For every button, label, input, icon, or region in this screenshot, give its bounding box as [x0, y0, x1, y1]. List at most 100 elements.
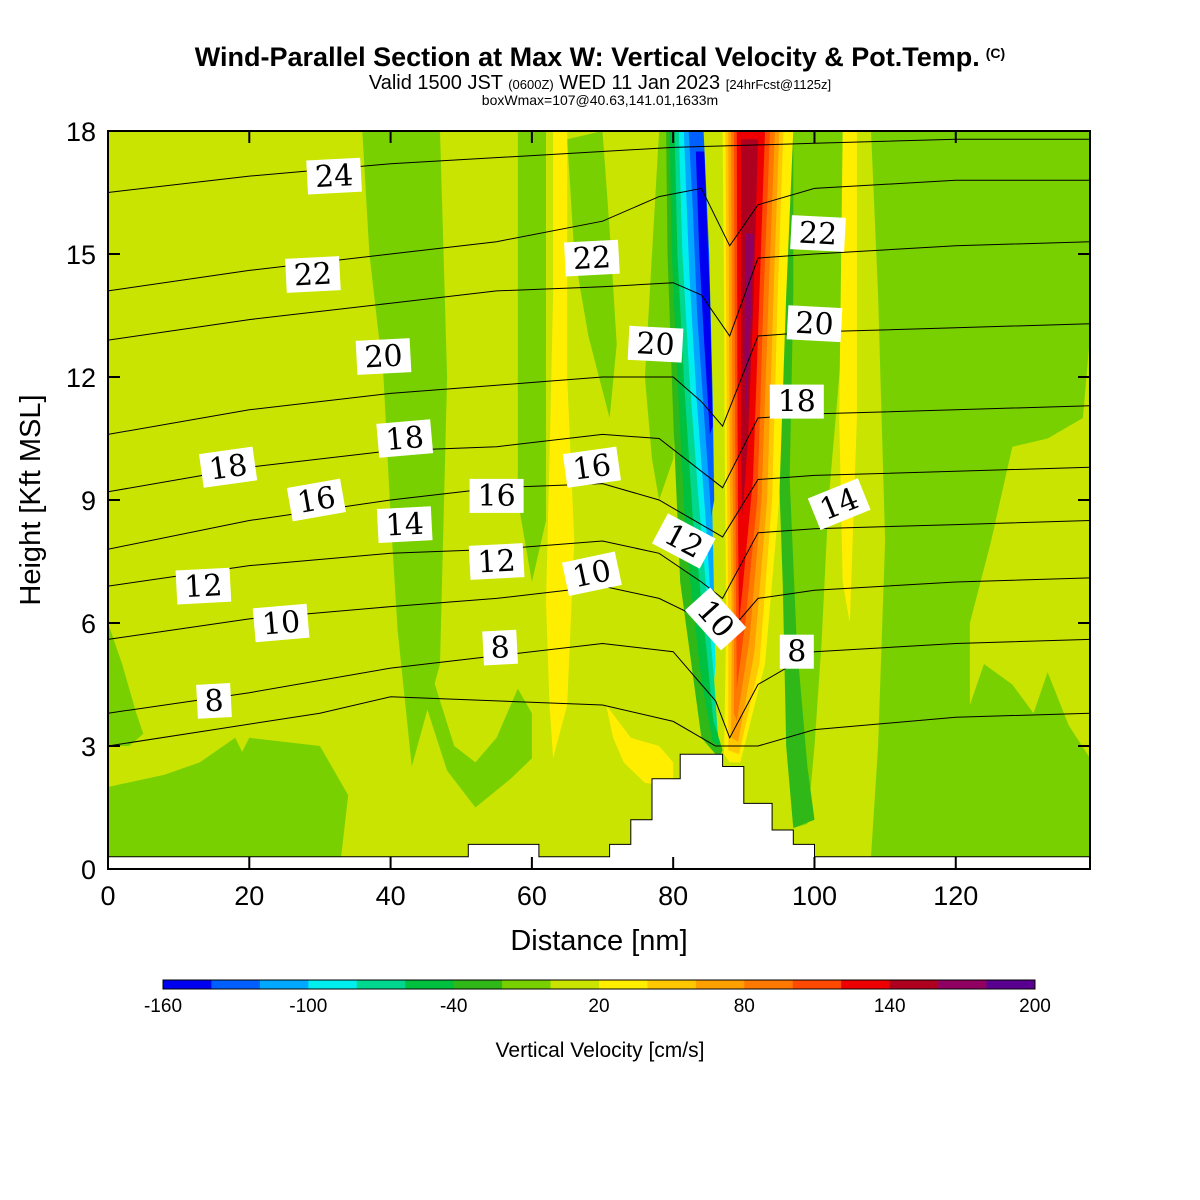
contour-label-6: 20	[786, 305, 843, 343]
contour-label-text: 10	[261, 604, 302, 642]
contour-label-box	[651, 513, 716, 569]
colorbar-swatch-6	[453, 980, 503, 989]
theta-contour-6	[108, 520, 1090, 600]
x-tick-label: 0	[100, 881, 115, 911]
contour-label-box	[684, 587, 747, 651]
contour-label-text: 12	[183, 568, 223, 605]
velocity-region-20	[688, 131, 715, 517]
colorbar-tick-label-6: 200	[1019, 996, 1051, 1017]
contour-label-text: 18	[778, 385, 816, 420]
contour-label-box	[355, 338, 412, 375]
colorbar-swatch-5	[405, 980, 455, 989]
contour-label-box	[198, 446, 258, 488]
x-axis-title: Distance [nm]	[510, 925, 687, 957]
colorbar-swatch-16	[938, 980, 988, 989]
colorbar-tick-label-4: 80	[734, 996, 755, 1017]
contour-label-text: 12	[477, 544, 517, 581]
y-axis-title: Height [Kft MSL]	[15, 394, 47, 605]
contour-label-text: 18	[207, 448, 250, 488]
contour-label-box	[376, 506, 433, 543]
colorbar-swatch-9	[599, 980, 648, 989]
contour-label-10: 16	[286, 478, 346, 522]
colorbar-swatch-10	[647, 980, 697, 989]
contour-label-23: 8	[779, 634, 814, 670]
chart-title-text: Wind-Parallel Section at Max W: Vertical…	[194, 42, 980, 72]
contour-label-15: 12	[175, 567, 232, 605]
contour-label-text: 16	[478, 479, 516, 514]
contour-label-8: 18	[376, 419, 434, 458]
theta-contour-0	[108, 138, 1090, 193]
colorbar-swatch-2	[259, 980, 309, 989]
colorbar-swatch-0	[163, 980, 212, 989]
velocity-region-5	[517, 131, 546, 582]
contour-label-1: 22	[285, 256, 341, 294]
contour-label-3: 22	[790, 215, 846, 252]
theta-contour-9	[108, 696, 1090, 747]
contour-label-21: 8	[196, 683, 232, 719]
y-tick-label: 15	[66, 240, 96, 270]
contour-label-box	[627, 325, 684, 363]
contour-label-box	[175, 567, 232, 605]
contour-label-box	[564, 239, 620, 277]
contour-label-text: 22	[572, 240, 612, 277]
contour-label-text: 10	[570, 553, 615, 595]
y-tick-label: 18	[66, 117, 96, 147]
contour-label-box	[807, 478, 871, 530]
contour-label-box	[469, 478, 524, 513]
colorbar-swatch-12	[744, 980, 794, 989]
y-tick-label: 3	[81, 732, 96, 762]
velocity-region-29	[744, 233, 754, 418]
chart-title: Wind-Parallel Section at Max W: Vertical…	[0, 42, 1200, 73]
forecast-tag: [24hrFcst@1125z]	[725, 77, 832, 92]
copyright-mark: (C)	[985, 45, 1006, 61]
colorbar-tick-label-3: 20	[588, 996, 609, 1017]
colorbar-tick-label-0: -160	[144, 996, 182, 1017]
colorbar-tick-label-2: -40	[440, 996, 467, 1017]
contour-label-box	[779, 634, 814, 669]
theta-contour-8	[108, 638, 1090, 740]
colorbar-swatch-11	[695, 980, 745, 989]
contour-label-box	[769, 384, 824, 419]
velocity-region-2	[214, 737, 349, 857]
contour-label-box	[562, 446, 622, 488]
contour-label-text: 20	[635, 326, 675, 363]
contour-label-0: 24	[306, 157, 362, 195]
contour-label-19: 10	[561, 551, 622, 597]
contour-label-4: 20	[355, 338, 412, 375]
contour-label-13: 14	[376, 506, 433, 544]
x-tick-label: 100	[792, 881, 837, 911]
theta-contour-4	[108, 405, 1090, 493]
contour-label-box	[376, 419, 434, 458]
contour-label-box	[252, 603, 310, 643]
colorbar-outline	[162, 979, 1036, 990]
theta-contour-7	[108, 577, 1090, 641]
contour-label-box	[286, 478, 346, 522]
velocity-region-13	[606, 705, 674, 787]
terrain-profile	[108, 753, 1090, 869]
x-tick-label: 40	[376, 881, 406, 911]
x-tick-label: 60	[517, 881, 547, 911]
contour-label-text: 16	[295, 480, 339, 521]
y-tick-label: 0	[81, 855, 96, 885]
contour-label-7: 18	[198, 446, 258, 488]
colorbar-title: Vertical Velocity [cm/s]	[496, 1039, 705, 1062]
colorbar-swatch-4	[356, 980, 406, 989]
velocity-region-1	[108, 623, 144, 746]
colorbar-swatch-8	[550, 980, 600, 989]
velocity-region-12	[546, 131, 575, 759]
colorbar-swatch-17	[986, 980, 1036, 989]
contour-label-text: 22	[293, 257, 333, 294]
contour-label-5: 20	[627, 325, 684, 363]
box-info: boxWmax=107@40.63,141.01,1633m	[481, 92, 719, 108]
contour-label-22: 8	[482, 629, 518, 666]
contour-label-box	[786, 305, 843, 343]
contour-label-text: 8	[490, 630, 511, 666]
colorbar-swatch-15	[889, 980, 939, 989]
contour-label-text: 8	[787, 635, 806, 670]
theta-contour-5	[108, 466, 1090, 550]
contour-label-11: 16	[469, 478, 524, 514]
contour-label-box	[482, 629, 518, 666]
x-tick-label: 80	[658, 881, 688, 911]
